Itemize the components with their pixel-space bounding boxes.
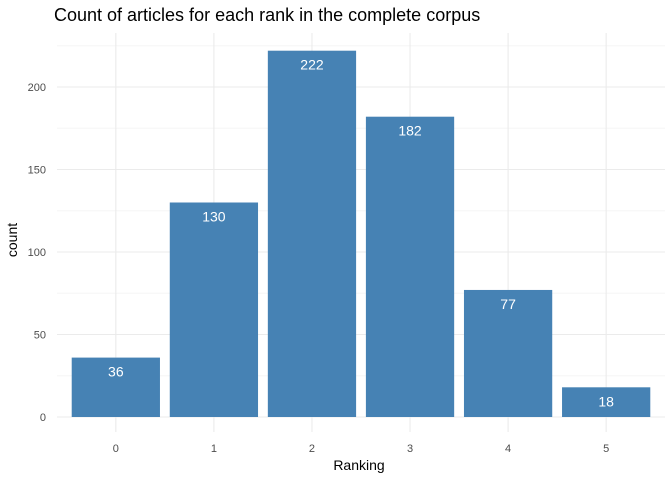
bar-value-label: 182: [398, 123, 422, 139]
y-axis-title: count: [4, 223, 20, 257]
bar: [562, 387, 651, 417]
x-tick-label: 5: [603, 443, 609, 455]
axis-layer: 0 50 100 150 200 0 1 2 3 4 5: [28, 82, 610, 455]
y-tick-label: 0: [40, 412, 46, 424]
x-tick-label: 1: [211, 443, 217, 455]
bar: [365, 116, 455, 417]
bar-value-label: 130: [202, 209, 226, 225]
x-tick-label: 4: [505, 443, 511, 455]
bar: [267, 50, 357, 417]
bar-value-label: 222: [300, 57, 324, 73]
bar-layer: [71, 50, 651, 417]
x-axis-title: Ranking: [333, 457, 384, 473]
bar: [169, 202, 259, 417]
x-tick-label: 3: [407, 443, 413, 455]
y-tick-label: 150: [28, 165, 46, 177]
x-tick-label: 2: [309, 443, 315, 455]
bar: [71, 357, 160, 417]
y-tick-label: 100: [28, 247, 46, 259]
bar-value-label: 77: [500, 296, 516, 312]
x-tick-label: 0: [113, 443, 119, 455]
y-tick-label: 200: [28, 82, 46, 94]
data-label-layer: 36 130 222 182 77 18: [108, 57, 614, 410]
bar-value-label: 36: [108, 364, 124, 380]
bar-value-label: 18: [598, 393, 614, 409]
bar: [463, 289, 553, 417]
chart-title: Count of articles for each rank in the c…: [54, 5, 480, 25]
y-tick-label: 50: [34, 330, 46, 342]
